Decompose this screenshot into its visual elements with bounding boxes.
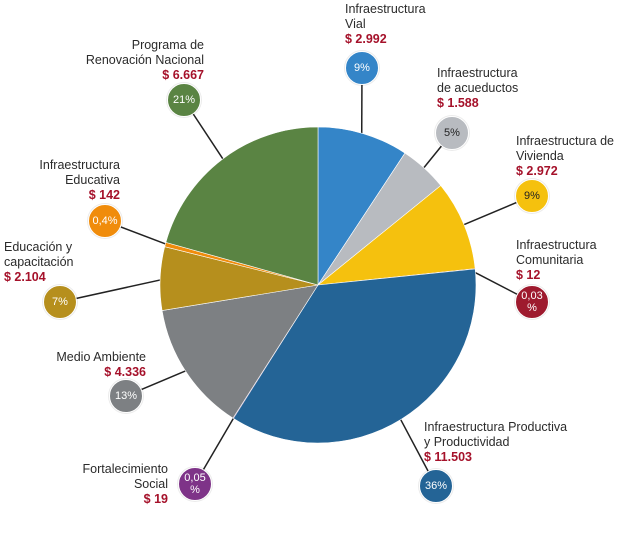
slice-label: Medio Ambiente $ 4.336: [12, 350, 146, 380]
slice-amount: $ 142: [88, 188, 120, 202]
slice-percent-badge: 9%: [345, 51, 379, 85]
slice-name: Infraestructura Educativa: [39, 158, 120, 187]
slice-amount: $ 2.992: [345, 32, 387, 46]
slice-name: Medio Ambiente: [56, 350, 146, 364]
slice-percent-badge: 0,03 %: [515, 285, 549, 319]
pie-slice: [161, 284, 319, 419]
pie-slice: [232, 268, 477, 444]
pie-slice: [165, 126, 319, 286]
slice-percent-badge: 9%: [515, 179, 549, 213]
slice-name: Infraestructura de Vivienda: [516, 134, 614, 163]
slice-amount: $ 12: [516, 268, 541, 282]
slice-amount: $ 1.588: [437, 96, 479, 110]
pie-slices: [159, 126, 477, 444]
pie-slice: [317, 126, 406, 286]
slice-label: Educación y capacitación $ 2.104: [4, 240, 74, 285]
slice-label: Fortalecimiento Social $ 19: [22, 462, 168, 507]
slice-name: Infraestructura de acueductos: [437, 66, 519, 95]
slice-amount: $ 6.667: [162, 68, 204, 82]
slice-name: Educación y capacitación: [4, 240, 74, 269]
slice-label: Infraestructura Comunitaria $ 12: [516, 238, 597, 283]
leader-line: [59, 277, 167, 303]
slice-name: Infraestructura Productiva y Productivid…: [424, 420, 568, 449]
pie-slice: [317, 185, 476, 286]
slice-amount: $ 11.503: [424, 450, 472, 464]
slice-percent-badge: 5%: [435, 116, 469, 150]
slice-label: Infraestructura de Vivienda $ 2.972: [516, 134, 614, 179]
slice-percent-badge: 0,4%: [88, 204, 122, 238]
slice-amount: $ 2.104: [4, 270, 46, 284]
slice-amount: $ 4.336: [104, 365, 146, 379]
slice-name: Fortalecimiento Social: [82, 462, 168, 491]
slice-label: Infraestructura de acueductos $ 1.588: [437, 66, 518, 111]
slice-label: Infraestructura Vial $ 2.992: [345, 2, 426, 47]
slice-percent-badge: 7%: [43, 285, 77, 319]
slice-label: Infraestructura Educativa $ 142: [2, 158, 120, 203]
slice-amount: $ 19: [143, 492, 168, 506]
slice-name: Programa de Renovación Nacional: [85, 38, 204, 67]
slice-name: Infraestructura Comunitaria: [516, 238, 597, 267]
slice-name: Infraestructura Vial: [345, 2, 426, 31]
slice-label: Programa de Renovación Nacional $ 6.667: [40, 38, 204, 83]
slice-percent-badge: 0,05 %: [178, 467, 212, 501]
slice-percent-badge: 36%: [419, 469, 453, 503]
slice-percent-badge: 13%: [109, 379, 143, 413]
slice-percent-badge: 21%: [167, 83, 201, 117]
slice-amount: $ 2.972: [516, 164, 558, 178]
slice-label: Infraestructura Productiva y Productivid…: [424, 420, 567, 465]
